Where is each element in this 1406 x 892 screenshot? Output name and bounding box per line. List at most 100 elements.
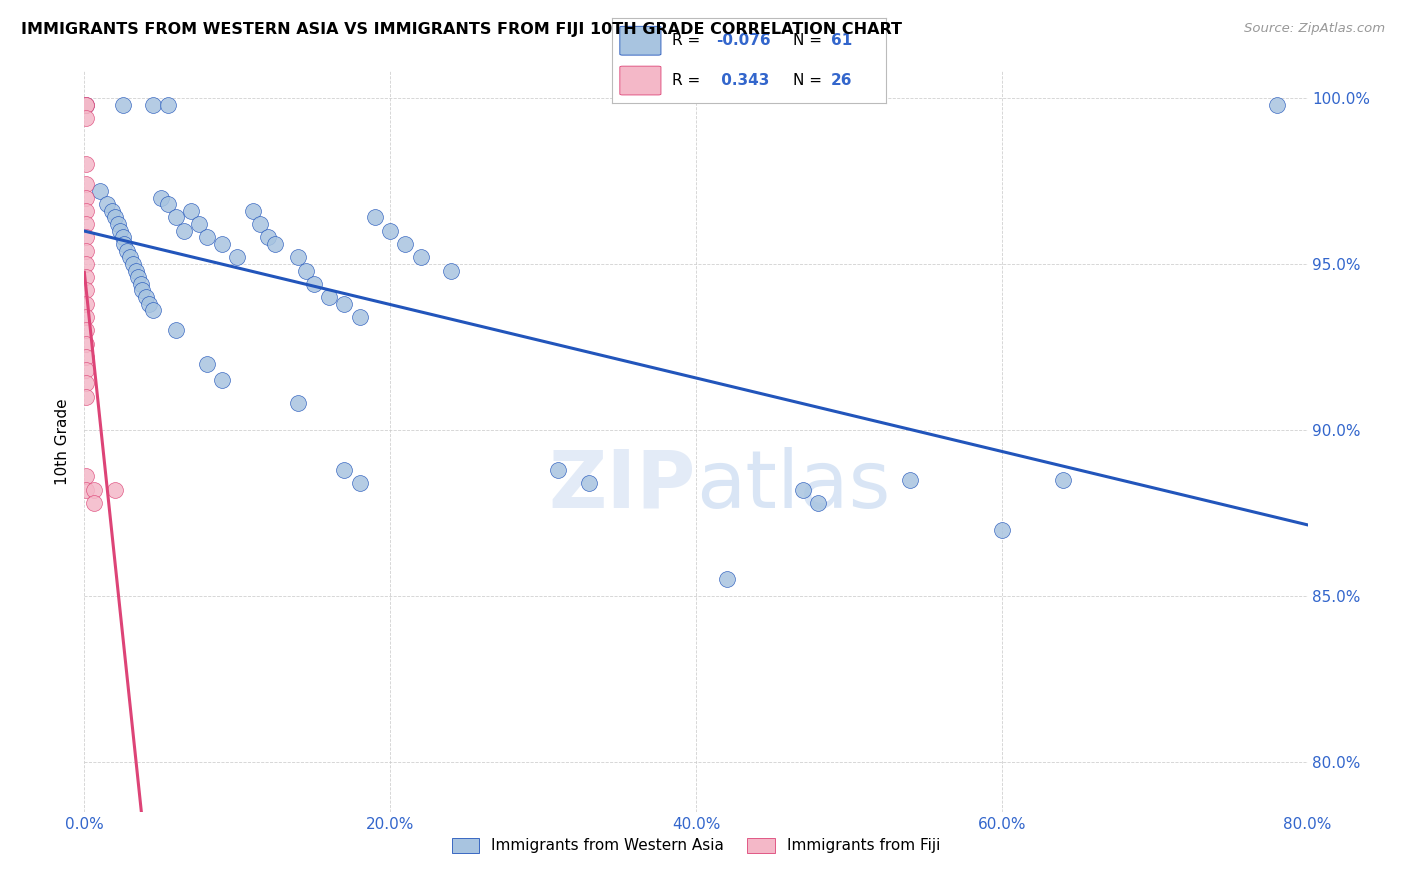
- Point: [75, 336, 97, 351]
- Point: [75, 270, 97, 285]
- Point: [129, 277, 152, 291]
- Point: [716, 572, 738, 586]
- Point: [75, 310, 97, 324]
- Point: [287, 396, 309, 410]
- Point: [101, 203, 124, 218]
- Point: [226, 250, 249, 264]
- Point: [107, 217, 129, 231]
- Text: 0.343: 0.343: [716, 73, 769, 88]
- Point: [75, 97, 97, 112]
- Point: [287, 250, 309, 264]
- Point: [149, 190, 172, 204]
- Point: [165, 211, 187, 225]
- Point: [127, 270, 149, 285]
- Point: [333, 297, 356, 311]
- Point: [578, 476, 600, 491]
- Point: [122, 257, 145, 271]
- Point: [138, 297, 160, 311]
- Point: [75, 230, 97, 244]
- Point: [75, 469, 97, 483]
- Point: [364, 211, 387, 225]
- Point: [180, 203, 202, 218]
- Text: atlas: atlas: [696, 447, 890, 525]
- Text: IMMIGRANTS FROM WESTERN ASIA VS IMMIGRANTS FROM FIJI 10TH GRADE CORRELATION CHAR: IMMIGRANTS FROM WESTERN ASIA VS IMMIGRAN…: [21, 22, 903, 37]
- Point: [96, 197, 118, 211]
- Text: R =: R =: [672, 73, 704, 88]
- Point: [75, 203, 97, 218]
- Text: N =: N =: [793, 33, 827, 48]
- Point: [318, 290, 340, 304]
- Point: [83, 483, 105, 497]
- Point: [142, 97, 165, 112]
- Text: N =: N =: [793, 73, 827, 88]
- Point: [349, 310, 371, 324]
- Point: [409, 250, 432, 264]
- Point: [142, 303, 165, 318]
- Point: [257, 230, 280, 244]
- Text: R =: R =: [672, 33, 704, 48]
- Legend: Immigrants from Western Asia, Immigrants from Fiji: Immigrants from Western Asia, Immigrants…: [446, 832, 946, 860]
- Text: 61: 61: [831, 33, 852, 48]
- Point: [111, 230, 134, 244]
- Point: [165, 323, 187, 337]
- Point: [295, 263, 318, 277]
- Text: 26: 26: [831, 73, 852, 88]
- Point: [75, 97, 97, 112]
- Point: [264, 237, 287, 252]
- Point: [792, 483, 814, 497]
- Point: [440, 263, 463, 277]
- Point: [807, 496, 830, 510]
- Point: [380, 224, 402, 238]
- Point: [75, 190, 97, 204]
- Point: [75, 97, 97, 112]
- Point: [188, 217, 211, 231]
- Point: [104, 483, 127, 497]
- Point: [75, 284, 97, 298]
- Point: [111, 97, 134, 112]
- Text: -0.076: -0.076: [716, 33, 770, 48]
- Point: [195, 230, 218, 244]
- Y-axis label: 10th Grade: 10th Grade: [55, 398, 70, 485]
- Point: [115, 244, 138, 258]
- Point: [195, 357, 218, 371]
- Point: [157, 97, 180, 112]
- Point: [75, 217, 97, 231]
- Point: [991, 523, 1014, 537]
- Point: [131, 284, 153, 298]
- Point: [108, 224, 131, 238]
- Text: ZIP: ZIP: [548, 447, 696, 525]
- Point: [75, 157, 97, 171]
- Point: [75, 111, 97, 125]
- Point: [1265, 97, 1288, 112]
- Point: [547, 463, 569, 477]
- Point: [173, 224, 195, 238]
- Point: [349, 476, 371, 491]
- Point: [75, 483, 97, 497]
- Point: [104, 211, 127, 225]
- Point: [83, 496, 105, 510]
- Point: [75, 390, 97, 404]
- Point: [135, 290, 157, 304]
- Point: [211, 373, 233, 387]
- Point: [211, 237, 233, 252]
- Point: [125, 263, 148, 277]
- Point: [394, 237, 416, 252]
- Point: [75, 323, 97, 337]
- Text: Source: ZipAtlas.com: Source: ZipAtlas.com: [1244, 22, 1385, 36]
- Point: [120, 250, 142, 264]
- Point: [1052, 473, 1074, 487]
- Point: [75, 350, 97, 364]
- FancyBboxPatch shape: [620, 66, 661, 95]
- Point: [75, 363, 97, 377]
- Point: [75, 178, 97, 192]
- Point: [249, 217, 271, 231]
- Point: [302, 277, 325, 291]
- Point: [333, 463, 356, 477]
- Point: [75, 244, 97, 258]
- Point: [157, 197, 180, 211]
- Point: [75, 257, 97, 271]
- Point: [112, 237, 135, 252]
- Point: [898, 473, 921, 487]
- FancyBboxPatch shape: [620, 27, 661, 55]
- Point: [75, 297, 97, 311]
